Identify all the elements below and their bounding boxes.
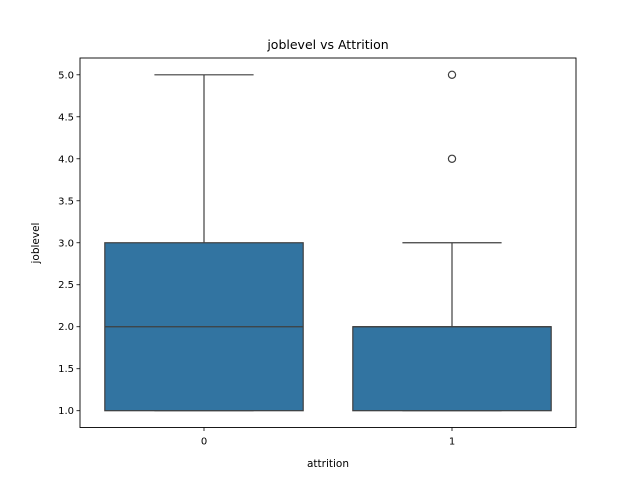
- y-tick-label: 1.5: [58, 364, 74, 375]
- outlier-point: [447, 154, 457, 163]
- x-tick-label: 0: [201, 437, 207, 448]
- outlier-point: [447, 70, 457, 79]
- x-axis-label: attrition: [307, 458, 349, 470]
- y-tick-label: 3.0: [58, 238, 74, 249]
- y-axis-label: joblevel: [30, 223, 42, 265]
- box-category-1: [352, 326, 552, 412]
- plot-frame: [79, 57, 577, 428]
- y-tick-label: 2.5: [58, 280, 74, 291]
- chart-title: joblevel vs Attrition: [266, 37, 388, 52]
- y-tick-label: 2.0: [58, 322, 74, 333]
- x-tick-label: 1: [449, 437, 455, 448]
- y-tick-label: 3.5: [58, 196, 74, 207]
- y-tick-label: 4.0: [58, 154, 74, 165]
- y-tick-label: 4.5: [58, 112, 74, 123]
- y-tick-label: 5.0: [58, 70, 74, 81]
- y-tick-label: 1.0: [58, 406, 74, 417]
